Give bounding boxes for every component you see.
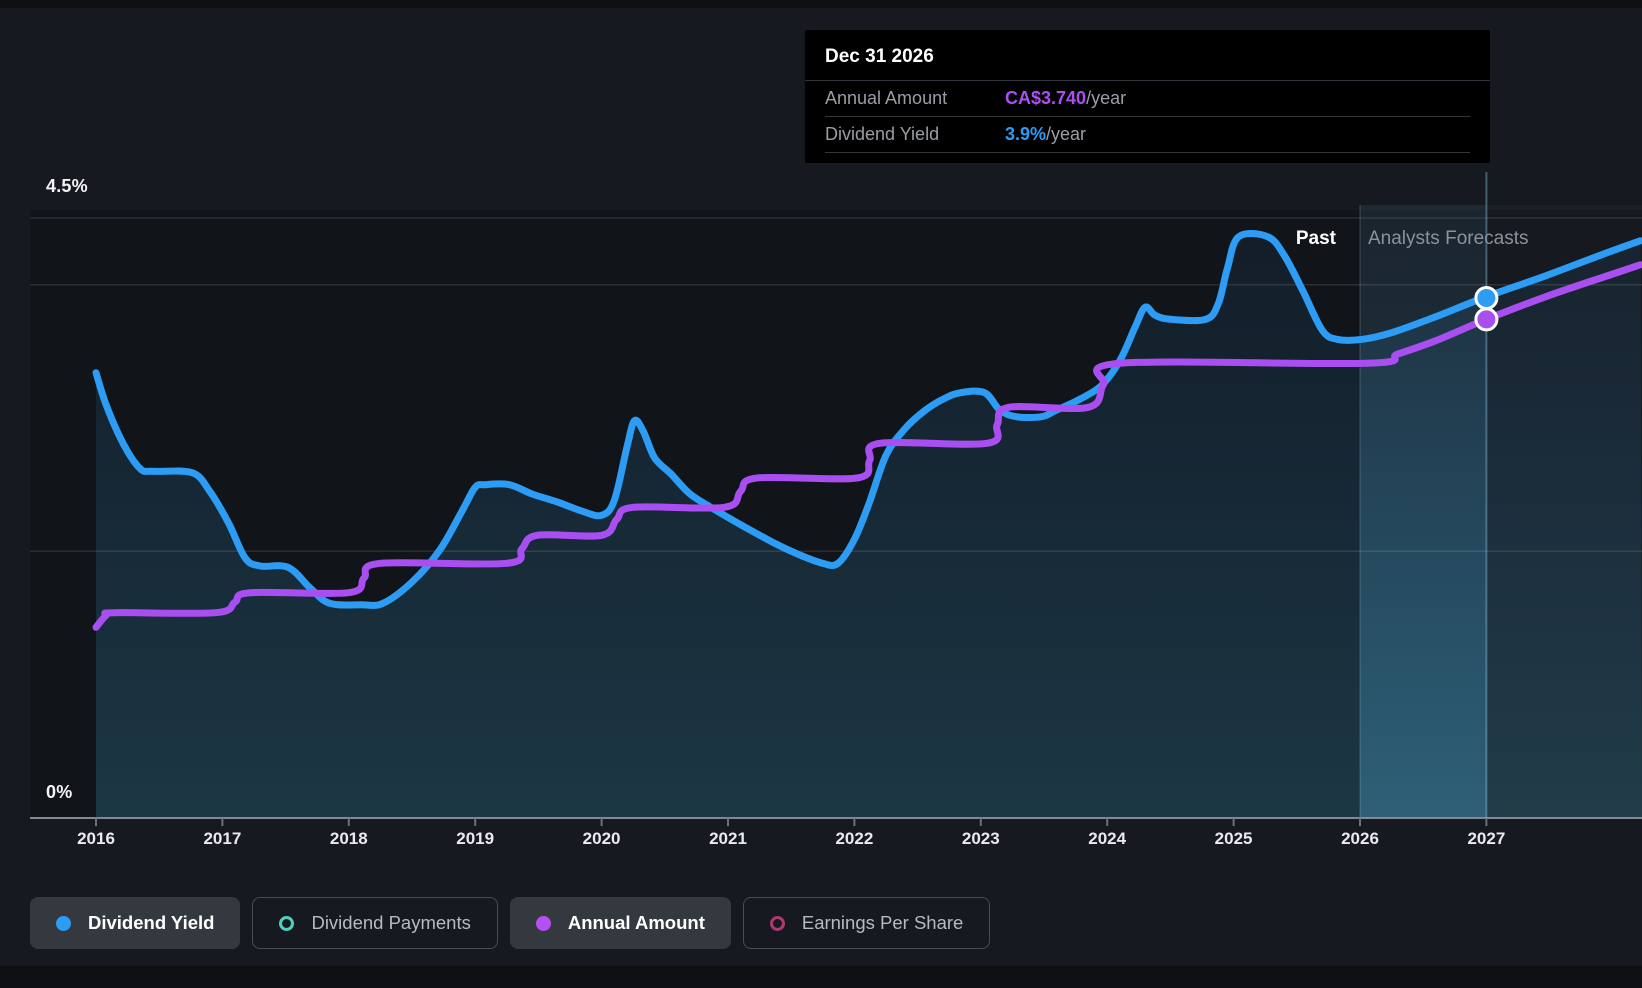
- annual-amount-dot-icon: [535, 915, 551, 931]
- x-axis-label: 2024: [1088, 829, 1127, 848]
- legend-chip-dividend-payments[interactable]: Dividend Payments: [252, 897, 498, 949]
- tooltip-row-value: 3.9%/year: [1005, 124, 1087, 144]
- x-axis-labels: 2016 2017 2018 2019 2020 2021 2022 2023 2024 2025…: [0, 829, 1642, 853]
- tooltip-row-label: Dividend Yield: [825, 124, 940, 144]
- tooltip-row-label: Annual Amount: [825, 88, 948, 108]
- x-axis-label: 2020: [582, 829, 621, 848]
- forecast-region-label: Analysts Forecasts: [1368, 228, 1529, 249]
- legend-chip-dividend-yield[interactable]: Dividend Yield: [30, 897, 241, 949]
- past-region-label: Past: [1295, 228, 1336, 249]
- x-axis-label: 2018: [329, 829, 368, 848]
- legend-chip-earnings-per-share[interactable]: Earnings Per Share: [742, 897, 991, 949]
- annual-amount-line: [92, 261, 1642, 631]
- earnings-per-share-ring-icon: [769, 915, 785, 931]
- tooltip-row-dividend-yield: Dividend Yield 3.9%/year: [825, 117, 1470, 153]
- x-axis-label: 2023: [961, 829, 1000, 848]
- dividend-yield-line: [92, 230, 1642, 609]
- tooltip-row-annual-amount: Annual Amount CA$3.740/year: [825, 81, 1470, 117]
- annual-amount-marker: [1474, 307, 1499, 332]
- dividend-payments-ring-icon: [279, 915, 295, 931]
- x-axis-label: 2026: [1341, 829, 1379, 848]
- bottom-edge-band: [0, 966, 1642, 988]
- legend-label: Dividend Yield: [88, 912, 215, 933]
- tooltip-row-value: CA$3.740/year: [1005, 88, 1127, 108]
- x-axis-label: 2019: [456, 829, 495, 848]
- legend-label: Annual Amount: [567, 912, 705, 933]
- legend-chip-annual-amount[interactable]: Annual Amount: [509, 897, 731, 949]
- dividend-yield-marker: [1474, 286, 1499, 311]
- top-edge-band: [0, 0, 1642, 8]
- x-axis-label: 2022: [835, 829, 874, 848]
- dividend-yield-dot-icon: [56, 915, 71, 931]
- dividend-yield-area: [96, 233, 1642, 819]
- x-axis-label: 2027: [1467, 829, 1506, 848]
- legend-label: Earnings Per Share: [801, 912, 964, 933]
- x-axis-label: 2016: [77, 829, 115, 848]
- y-axis-max-label: 4.5%: [46, 176, 88, 196]
- x-axis-label: 2021: [709, 829, 747, 848]
- x-axis-label: 2017: [203, 829, 242, 848]
- chart-legend: Dividend Yield Dividend Payments Annual …: [30, 897, 991, 949]
- forecast-region-overlay: [1360, 205, 1642, 818]
- tooltip-date: Dec 31 2026: [805, 30, 1490, 81]
- legend-label: Dividend Payments: [311, 912, 471, 933]
- x-axis-label: 2025: [1214, 829, 1253, 848]
- y-axis-min-label: 0%: [46, 782, 73, 802]
- chart-tooltip: Dec 31 2026 Annual Amount CA$3.740/year …: [805, 30, 1490, 163]
